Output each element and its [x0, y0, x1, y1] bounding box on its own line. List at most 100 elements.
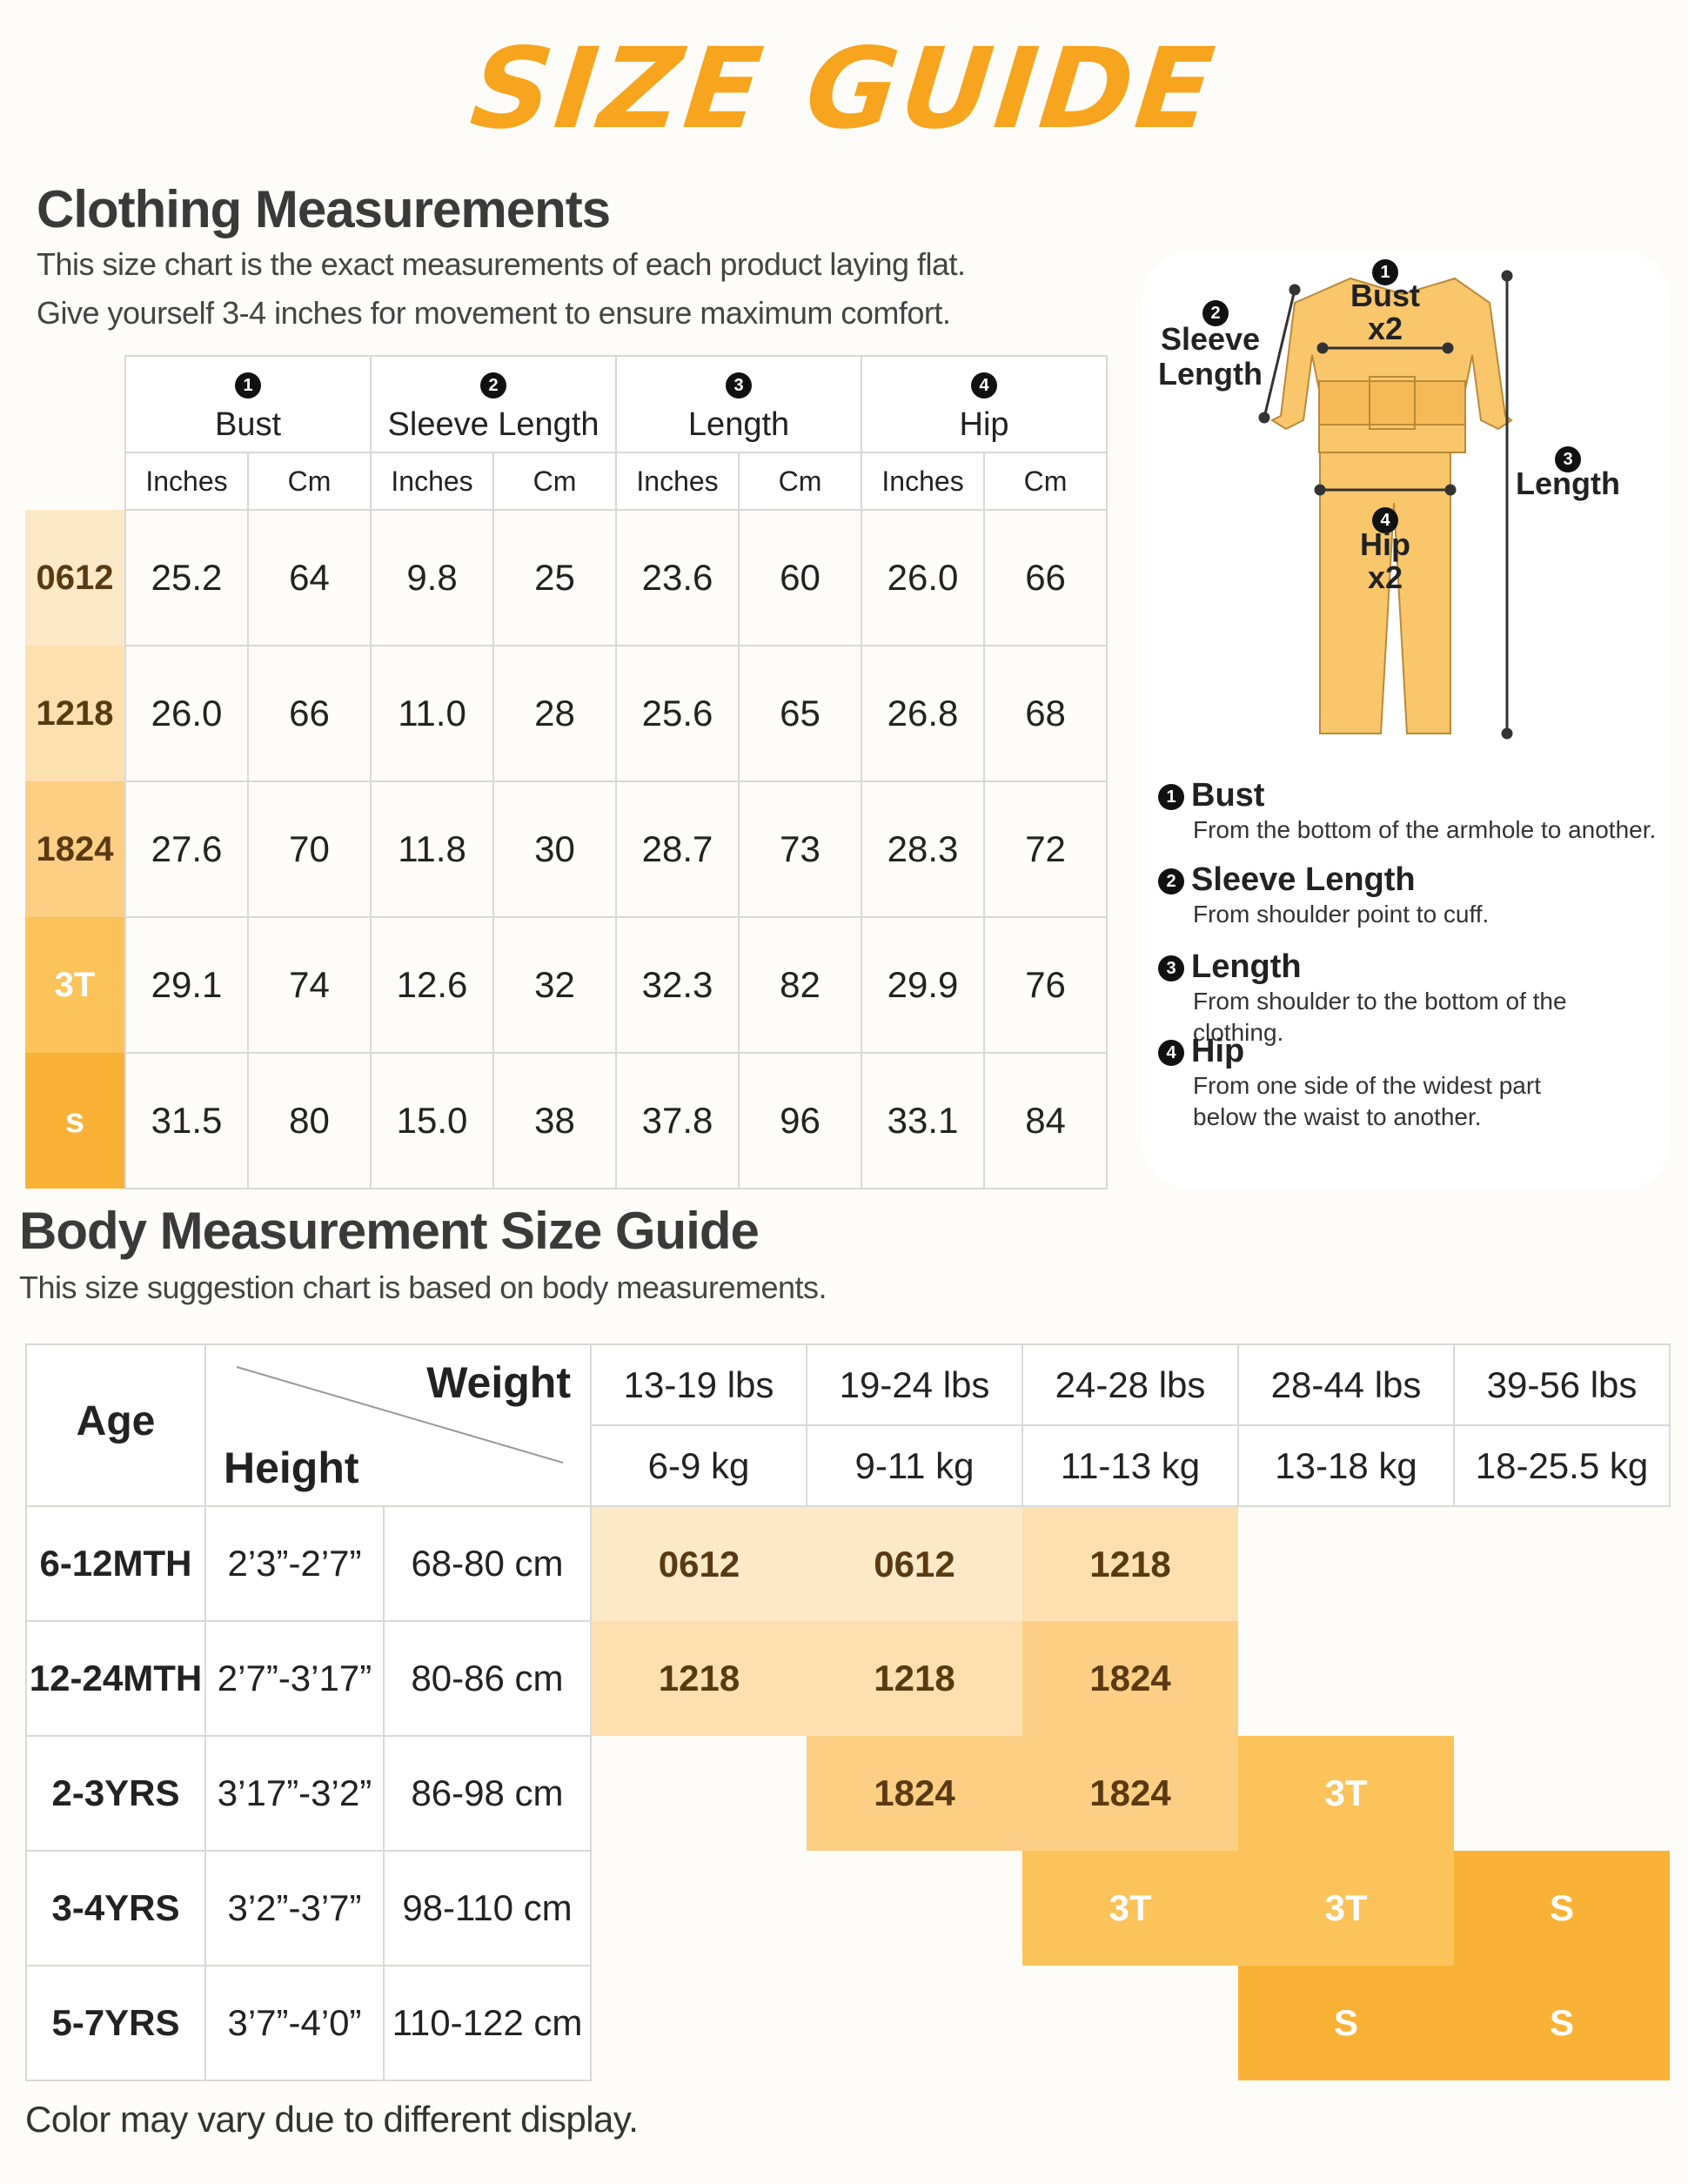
measurement: 32.3: [615, 916, 740, 1054]
measurement: 76: [983, 916, 1109, 1054]
size-suggestion: S: [1454, 1851, 1670, 1966]
size-label: 0612: [25, 510, 125, 646]
empty-cell: [807, 1851, 1022, 1966]
weight-lbs: 19-24 lbs: [806, 1343, 1023, 1426]
measurement: 25.2: [124, 509, 249, 646]
definition-title: Sleeve Length: [1191, 861, 1416, 898]
definition-text: From one side of the widest part below t…: [1193, 1072, 1541, 1130]
number-badge: 1: [1372, 259, 1398, 286]
diagram-label: Hip: [1360, 526, 1410, 562]
size-suggestion: 3T: [1238, 1851, 1454, 1966]
age-range: 6-12MTH: [25, 1505, 206, 1622]
definition-title: Hip: [1191, 1033, 1245, 1069]
empty-cell: [1454, 1621, 1670, 1736]
size-row: 0612 25.2 64 9.8 25 23.6 60 26.0 66: [25, 509, 1109, 646]
number-badge: 1: [235, 372, 261, 399]
height-ft: 2’3”-2’7”: [204, 1505, 385, 1622]
empty-cell: [1238, 1621, 1454, 1736]
measurement: 23.6: [615, 509, 740, 646]
measurement: 96: [738, 1052, 863, 1189]
size-row: 1218 26.0 66 11.0 28 25.6 65 26.8 68: [25, 645, 1109, 782]
measurement: 25.6: [615, 645, 740, 782]
height-label: Height: [224, 1444, 359, 1492]
measurement: 31.5: [124, 1052, 249, 1189]
height-ft: 3’7”-4’0”: [204, 1965, 385, 2081]
unit-header: Cm: [738, 452, 863, 511]
empty-cell: [1238, 1506, 1454, 1621]
garment-diagram: [1258, 270, 1513, 740]
description-line: This size chart is the exact measurement…: [37, 246, 966, 282]
number-badge: 1: [1158, 783, 1184, 810]
column-header: 4 Hip: [861, 355, 1109, 453]
definition-name: 2 Sleeve Length: [1158, 861, 1663, 899]
measurement: 38: [492, 1052, 618, 1189]
empty-cell: [1454, 1736, 1670, 1851]
measurement: 82: [738, 916, 863, 1054]
size-label: 1824: [25, 781, 125, 917]
section-heading: Clothing Measurements: [37, 180, 611, 238]
age-range: 2-3YRS: [25, 1735, 206, 1852]
measurement: 11.0: [370, 645, 495, 782]
diagonal-divider: [236, 1366, 564, 1464]
unit-header: Cm: [983, 452, 1109, 511]
section-heading: Body Measurement Size Guide: [19, 1202, 760, 1260]
description-line: Give yourself 3-4 inches for movement to…: [37, 295, 951, 331]
weight-label: Weight: [426, 1358, 571, 1407]
measurement: 64: [246, 509, 372, 646]
size-label: 3T: [25, 917, 125, 1053]
height-cm: 86-98 cm: [383, 1735, 592, 1852]
measurement: 37.8: [615, 1052, 740, 1189]
unit-row: Inches Cm Inches Cm Inches Cm Inches Cm: [25, 452, 1109, 511]
size-suggestion: 0612: [591, 1506, 807, 1621]
unit-header: Inches: [370, 452, 495, 511]
age-row: 12-24MTH 2’7”-3’17” 80-86 cm 1218 1218 1824: [25, 1620, 1670, 1737]
size-suggestion: 1218: [807, 1621, 1022, 1736]
age-row: 3-4YRS 3’2”-3’7” 98-110 cm 3T 3T S: [25, 1850, 1670, 1966]
definition-title: Bust: [1191, 777, 1265, 814]
weight-lbs: 39-56 lbs: [1453, 1343, 1671, 1426]
measurement: 26.0: [861, 509, 986, 646]
page-title: SIZE GUIDE: [465, 24, 1223, 154]
empty-cell: [1022, 1966, 1238, 2080]
header-row: 6-9 kg 9-11 kg 11-13 kg 13-18 kg 18-25.5 kg: [26, 1424, 1671, 1507]
measurement: 28: [492, 645, 618, 782]
number-badge: 2: [480, 372, 507, 399]
definition-name: 3 Length: [1158, 948, 1663, 986]
measurement: 27.6: [124, 780, 249, 918]
number-badge: 3: [1158, 955, 1184, 981]
age-row: 2-3YRS 3’17”-3’2” 86-98 cm 1824 1824 3T: [25, 1735, 1670, 1852]
footer-note: Color may vary due to different display.: [25, 2099, 639, 2140]
header-row: 1 Bust 2 Sleeve Length 3 Length 4 Hip: [25, 355, 1109, 453]
weight-kg: 9-11 kg: [806, 1424, 1023, 1507]
size-row: s 31.5 80 15.0 38 37.8 96 33.1 84: [25, 1052, 1109, 1189]
height-ft: 2’7”-3’17”: [204, 1620, 385, 1737]
empty-cell: [807, 1966, 1022, 2080]
measurement: 26.0: [124, 645, 249, 782]
unit-header: Inches: [615, 452, 740, 511]
measurement: 74: [246, 916, 372, 1054]
empty-cell: [591, 1736, 807, 1851]
height-cm: 110-122 cm: [383, 1965, 592, 2081]
column-name: Length: [687, 405, 790, 443]
measurement: 29.9: [861, 916, 986, 1054]
weight-kg: 11-13 kg: [1022, 1424, 1239, 1507]
diagram-note: x2: [1367, 559, 1403, 595]
diagram-note: x2: [1367, 311, 1403, 346]
section-description: This size chart is the exact measurement…: [37, 240, 1142, 338]
size-suggestion: 1824: [807, 1736, 1022, 1851]
empty-cell: [591, 1966, 807, 2080]
column-name: Hip: [959, 405, 1009, 443]
unit-header: Cm: [246, 452, 372, 511]
measurement: 29.1: [124, 916, 249, 1054]
size-label: s: [25, 1053, 125, 1189]
age-row: 6-12MTH 2’3”-2’7” 68-80 cm 0612 0612 1218: [25, 1505, 1670, 1622]
measurement: 26.8: [861, 645, 986, 782]
measurement: 68: [983, 645, 1109, 782]
weight-kg: 13-18 kg: [1237, 1424, 1455, 1507]
diagram-label: Bust: [1350, 278, 1420, 313]
age-row: 5-7YRS 3’7”-4’0” 110-122 cm S S: [25, 1965, 1670, 2081]
body-table: Age Weight Height 13-19 lbs 19-24 lbs 24-28 l…: [25, 1343, 1671, 2081]
age-range: 5-7YRS: [25, 1965, 206, 2081]
definition: 3 Length From shoulder to the bottom of th…: [1158, 948, 1663, 1048]
